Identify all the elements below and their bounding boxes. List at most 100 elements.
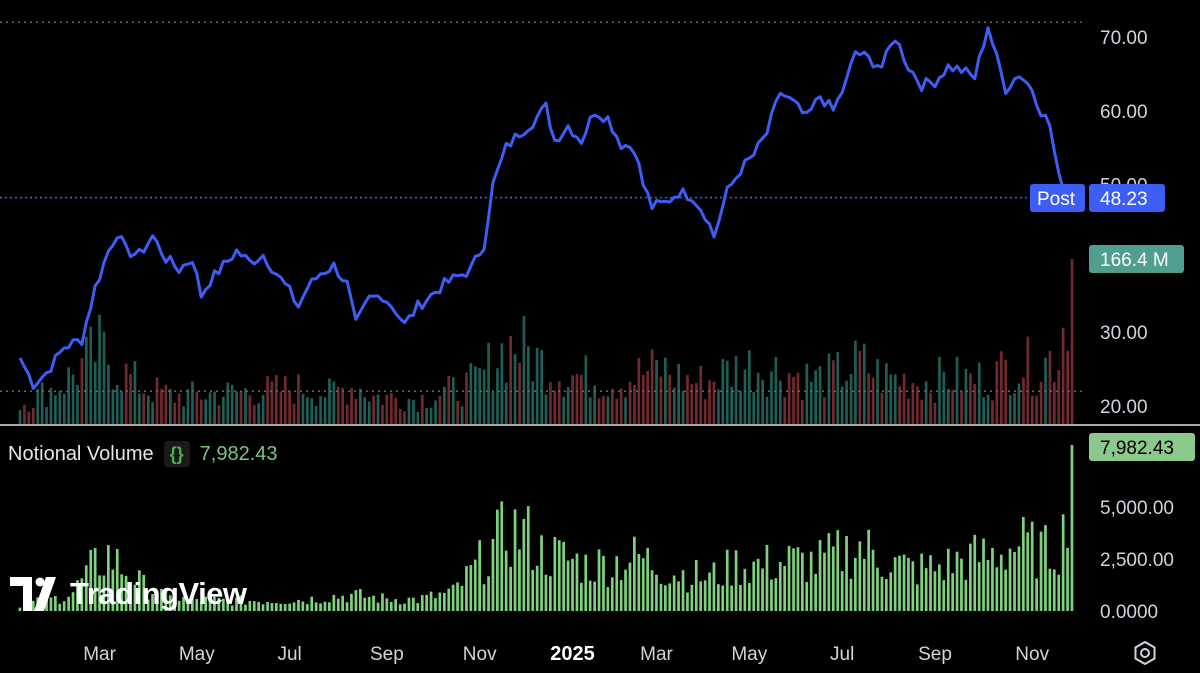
notional-volume-bar [487,576,490,611]
volume-bar [182,406,185,424]
volume-bar [266,375,269,424]
volume-bar [792,377,795,424]
notional-volume-bar [650,570,654,611]
notional-volume-bar [540,535,543,611]
volume-bar [93,361,97,424]
notional-volume-bar [279,603,283,611]
notional-volume-bar [191,595,194,611]
volume-bar [946,389,950,424]
notional-volume-bar [876,567,879,611]
notional-volume-bar [641,558,645,611]
notional-volume-bar [478,540,481,611]
notional-volume-bar [1039,531,1043,611]
notional-volume-bar [761,568,764,611]
volume-bar [801,400,804,424]
volume-bar [359,388,362,424]
volume-bar [889,374,893,424]
notional-volume-bar [946,548,950,611]
volume-bar [840,386,844,424]
volume-bar [504,382,508,424]
notional-volume-bar [982,538,985,611]
volume-bar [672,387,676,424]
volume-bar [252,405,256,424]
volume-bar [45,407,48,424]
volume-bar [597,398,601,424]
volume-bar [279,391,283,424]
volume-bar [107,364,110,424]
notional-volume-bar [67,596,70,611]
notional-volume-bar [778,562,782,611]
notional-volume-bar [354,590,358,611]
volume-bar [818,366,822,424]
volume-bar [615,398,619,424]
volume-bar [880,392,884,424]
time-tick-label: Jul [277,644,301,665]
notional-volume-bar [208,597,212,611]
notional-volume-bar [310,596,314,611]
volume-bar [1022,377,1025,424]
volume-bar [650,349,654,424]
notional-volume-bar [195,599,199,611]
time-axis[interactable]: Mar May Jul Sep Nov 2025 Mar May Jul Sep Nov [83,643,1049,665]
notional-volume-bar [226,599,230,611]
notional-volume-bar [929,555,932,611]
notional-volume-bar [213,596,216,611]
volume-bar [854,340,857,424]
volume-bar [916,386,919,424]
notional-volume-bar [969,543,972,611]
notional-volume-bar [451,584,455,611]
notional-volume-bar [58,603,62,611]
notional-volume-bar [955,551,959,611]
volume-bar [527,346,530,424]
price-tick-label: 20.00 [1100,397,1148,418]
code-braces-icon[interactable]: {} [163,441,190,467]
volume-bar [332,381,336,424]
volume-bar [553,390,557,424]
tradingview-logo[interactable]: TradingView [10,576,247,612]
volume-bar [823,397,826,424]
notional-volume-bar [774,578,778,611]
notional-volume-bar [389,601,393,611]
time-tick-label: Jul [830,644,854,665]
volume-bar [535,347,539,424]
notional-volume-bar [854,557,857,611]
notional-volume-legend[interactable]: Notional Volume {} 7,982.43 [8,440,278,468]
notional-volume-bar [672,575,676,611]
volume-bar [115,385,119,424]
notional-volume-bar [89,549,93,611]
volume-bar [1013,393,1016,424]
notional-volume-bar [893,557,897,611]
volume-bar [213,391,216,424]
notional-volume-bar [849,578,853,611]
volume-bar [416,411,420,424]
volume-bar [67,367,70,424]
notional-volume-bar [862,558,866,611]
volume-bar [624,397,627,424]
notional-volume-bar [288,603,291,611]
volume-bar [36,389,40,424]
notional-volume-bar [977,562,981,611]
notional-volume-bar [739,585,742,611]
post-price-value: 48.23 [1100,189,1148,210]
chart-settings-icon[interactable] [1132,640,1158,666]
volume-bar [513,354,517,424]
notional-volume-bar [1017,546,1021,611]
volume-bar [230,384,234,424]
volume-bar [394,397,398,424]
notional-volume-bar [823,552,826,611]
notional-volume-bar [973,534,977,611]
notional-volume-bar [1022,517,1025,611]
notional-volume-bar [827,533,831,611]
notional-volume-bar [142,574,146,611]
volume-bar [1026,336,1030,424]
notional-volume-bar [129,584,132,611]
volume-bar [986,394,990,424]
volume-bar [248,395,252,424]
volume-bar [177,393,181,424]
volume-bar [1004,359,1008,424]
volume-bar [575,374,579,424]
notional-volume-bar [182,596,185,611]
volume-bar [363,397,367,424]
volume-bar [721,359,725,424]
